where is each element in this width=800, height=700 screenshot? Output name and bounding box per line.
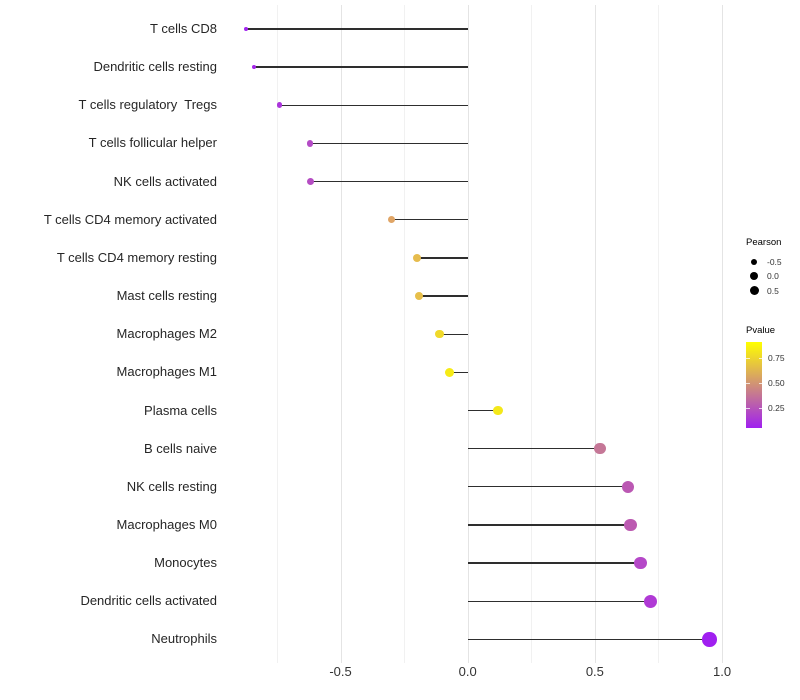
gradient-tick-left (746, 357, 750, 359)
minor-gridline (276, 5, 278, 663)
lollipop-dot (594, 442, 606, 455)
gradient-tick-right (758, 382, 762, 385)
lollipop-dot (435, 329, 445, 339)
gradient-tick-label: 0.75 (768, 352, 785, 363)
x-tick-label: 1.0 (713, 664, 732, 679)
x-tick-label: 0.0 (458, 664, 477, 679)
row-label: T cells regulatory Tregs (78, 97, 217, 113)
row-label: Dendritic cells resting (93, 59, 217, 75)
lollipop-segment (439, 333, 468, 335)
lollipop-dot (306, 178, 314, 186)
row-label: T cells follicular helper (88, 135, 217, 151)
row-label: Macrophages M0 (116, 516, 217, 532)
legend-pearson-title: Pearson (746, 237, 782, 248)
row-label: NK cells resting (126, 478, 217, 494)
lollipop-segment (467, 562, 641, 564)
legend-size-key: -0.5 (746, 255, 800, 269)
major-gridline (594, 5, 596, 663)
lollipop-dot (251, 64, 257, 70)
legend-pearson-size: Pearson -0.5 0.0 0.5 (746, 237, 800, 298)
lollipop-dot (634, 556, 648, 570)
lollipop-segment (416, 257, 468, 259)
gradient-tick-label: 0.25 (768, 403, 785, 414)
minor-gridline (658, 5, 660, 663)
gradient-tick-right (758, 357, 762, 359)
lollipop-dot (493, 405, 504, 416)
gradient-tick-label: 0.50 (768, 377, 785, 388)
lollipop-dot (445, 367, 455, 377)
row-label: Neutrophils (151, 631, 217, 647)
row-label: Dendritic cells activated (80, 593, 217, 609)
lollipop-dot (387, 216, 396, 224)
lollipop-segment (467, 638, 710, 641)
gradient-tick-left (746, 408, 750, 410)
lollipop-dot (702, 632, 717, 647)
lollipop-segment (467, 486, 628, 488)
legend-size-key: 0.0 (746, 269, 800, 283)
legend-size-key-label: 0.5 (767, 285, 779, 296)
legend-size-key-label: -0.5 (767, 257, 782, 268)
major-gridline (722, 5, 724, 663)
lollipop-dot (644, 594, 658, 608)
lollipop-dot (244, 27, 249, 31)
row-label: Macrophages M1 (116, 364, 217, 380)
minor-gridline (531, 5, 533, 663)
row-label: B cells naive (144, 440, 217, 456)
lollipop-dot (306, 140, 314, 147)
row-label: Mast cells resting (116, 288, 217, 304)
row-label: T cells CD8 (150, 21, 217, 36)
major-gridline (467, 5, 469, 663)
legend-key-dot-cell (746, 286, 762, 296)
legend-key-dot-cell (746, 272, 762, 281)
major-gridline (340, 5, 342, 663)
lollipop-dot (412, 253, 421, 262)
lollipop-dot (276, 102, 283, 109)
x-tick-label: -0.5 (329, 664, 352, 679)
legend-size-key-label: 0.0 (767, 271, 779, 282)
legend-size-dot-icon (750, 272, 758, 281)
lollipop-segment (467, 409, 499, 412)
lollipop-segment (254, 66, 468, 68)
lollipop-dot (624, 518, 637, 532)
lollipop-segment (310, 180, 468, 183)
x-tick-label: 0.5 (585, 664, 604, 679)
row-label: Monocytes (154, 555, 217, 571)
row-label: T cells CD4 memory activated (43, 211, 217, 227)
lollipop-segment (279, 104, 468, 106)
legend-size-dot-icon (751, 259, 757, 266)
plot-panel (222, 5, 733, 663)
lollipop-segment (467, 447, 600, 450)
pvalue-gradient-bar: 0.75 0.50 0.25 (746, 342, 785, 428)
minor-gridline (404, 5, 406, 663)
legend-size-key: 0.5 (746, 284, 800, 298)
row-label: Plasma cells (144, 402, 217, 418)
lollipop-segment (391, 219, 468, 221)
lollipop-dot (621, 480, 635, 493)
row-label: T cells CD4 memory resting (56, 249, 217, 265)
legend-pvalue-title: Pvalue (746, 325, 776, 336)
lollipop-segment (449, 371, 468, 374)
legend-pearson-keys: -0.5 0.0 0.5 (746, 255, 800, 298)
row-label: NK cells activated (113, 173, 217, 189)
lollipop-segment (467, 600, 651, 602)
lollipop-dot (415, 291, 424, 301)
gradient-tick-left (746, 382, 750, 385)
lollipop-segment (310, 142, 468, 145)
legend-size-dot-icon (749, 286, 759, 296)
lollipop-segment (467, 524, 631, 526)
lollipop-segment (419, 295, 468, 297)
gradient-tick-right (758, 408, 762, 410)
legend-key-dot-cell (746, 259, 762, 266)
row-label: Macrophages M2 (116, 326, 217, 342)
lollipop-segment (246, 28, 468, 30)
legend-pvalue-gradient: Pvalue 0.75 0.50 0.25 (746, 325, 800, 428)
